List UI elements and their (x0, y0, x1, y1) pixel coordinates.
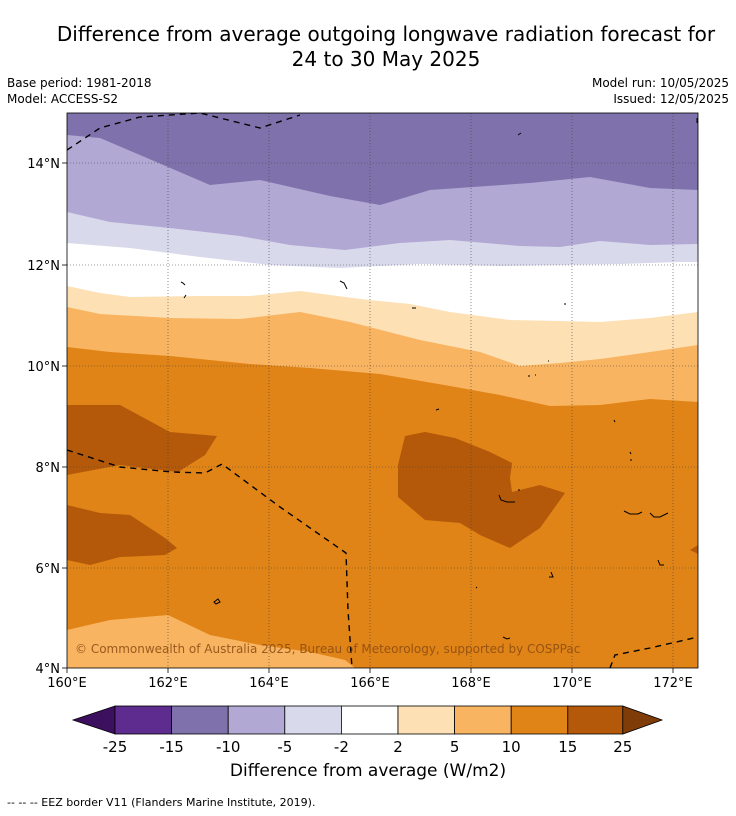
contour-patch-15-west (67, 405, 217, 475)
model-name: Model: ACCESS-S2 (7, 92, 119, 106)
colorbar-extend-low (71, 705, 116, 735)
colorbar-tick: 10 (502, 738, 521, 756)
lat-labels: 14°N 12°N 10°N 8°N 6°N 4°N (27, 157, 60, 677)
lat-label: 10°N (27, 360, 60, 375)
base-period: Base period: 1981-2018 (7, 76, 152, 90)
island-outline (649, 512, 669, 518)
meta-left: Base period: 1981-2018 Model: ACCESS-S2 (7, 75, 152, 107)
colorbar-swatch (510, 705, 569, 735)
colorbar-tick-labels: -25 -15 -10 -5 -2 2 5 10 15 25 (103, 738, 633, 756)
island-outline (613, 419, 616, 423)
axis-ticks (62, 162, 674, 673)
island-outline (339, 280, 348, 290)
title-line-1: Difference from average outgoing longwav… (56, 22, 716, 46)
colorbar-swatch (227, 705, 286, 735)
lat-label: 14°N (27, 157, 60, 172)
island-outline (549, 571, 554, 578)
lat-label: 12°N (27, 259, 60, 274)
contour-patch-15-central (398, 432, 565, 548)
colorbar-extend-high (622, 705, 664, 735)
colorbar-swatch (567, 705, 624, 735)
island-outline (629, 451, 632, 461)
lat-label: 6°N (36, 562, 61, 577)
colorbar-tick: -10 (216, 738, 241, 756)
issued-date: Issued: 12/05/2025 (613, 92, 729, 106)
island-outline (183, 294, 187, 299)
island-outline (528, 360, 549, 377)
eez-border-north (67, 113, 301, 151)
lon-label: 162°E (148, 676, 188, 691)
lon-label: 168°E (451, 676, 491, 691)
title-line-2: 24 to 30 May 2025 (291, 47, 481, 71)
colorbar-swatch (284, 705, 342, 735)
colorbar-swatch (340, 705, 399, 735)
island-outline (623, 510, 643, 515)
colorbar-swatch (171, 705, 229, 735)
colorbar (71, 705, 664, 735)
colorbar-tick: 25 (613, 738, 632, 756)
colorbar-tick: 15 (558, 738, 577, 756)
contour-field (67, 113, 698, 668)
lon-label: 164°E (249, 676, 289, 691)
colorbar-swatch (114, 705, 172, 735)
colorbar-tick: -25 (103, 738, 128, 756)
colorbar-label: Difference from average (W/m2) (229, 761, 507, 781)
colorbar-tick: -2 (334, 738, 349, 756)
contour-patch-15-east (690, 545, 698, 554)
lon-label: 172°E (653, 676, 693, 691)
island-outline (475, 586, 478, 589)
colorbar-tick: -5 (277, 738, 292, 756)
eez-legend: -- -- -- EEZ border V11 (Flanders Marine… (7, 796, 316, 809)
colorbar-tick: 5 (450, 738, 460, 756)
lat-label: 4°N (36, 662, 61, 677)
island-outline (435, 408, 440, 411)
colorbar-swatch (454, 705, 512, 735)
colorbar-swatch (397, 705, 455, 735)
lat-label: 8°N (36, 461, 61, 476)
lon-label: 166°E (350, 676, 390, 691)
island-outline (657, 559, 664, 566)
graticule (67, 113, 698, 668)
lon-labels: 160°E 162°E 164°E 166°E 168°E 170°E 172°… (47, 676, 693, 691)
colorbar-tick: -15 (159, 738, 184, 756)
lon-label: 170°E (552, 676, 592, 691)
chart-title: Difference from average outgoing longwav… (0, 22, 736, 72)
lon-label: 160°E (47, 676, 87, 691)
contour-band-10 (67, 347, 698, 668)
contour-patch-15-southwest (67, 505, 177, 565)
colorbar-tick: 2 (393, 738, 403, 756)
plot-frame (66, 112, 699, 669)
eez-borders (67, 113, 698, 668)
island-outline (180, 281, 186, 286)
islands (180, 118, 698, 640)
contour-band-5-south (67, 615, 355, 668)
island-outline (498, 494, 515, 503)
island-outline (213, 598, 221, 605)
island-outline (502, 636, 511, 640)
island-outline (517, 132, 522, 136)
copyright-notice: © Commonwealth of Australia 2025, Bureau… (75, 642, 580, 656)
meta-right: Model run: 10/05/2025 Issued: 12/05/2025 (592, 75, 729, 107)
model-run: Model run: 10/05/2025 (591, 76, 729, 90)
